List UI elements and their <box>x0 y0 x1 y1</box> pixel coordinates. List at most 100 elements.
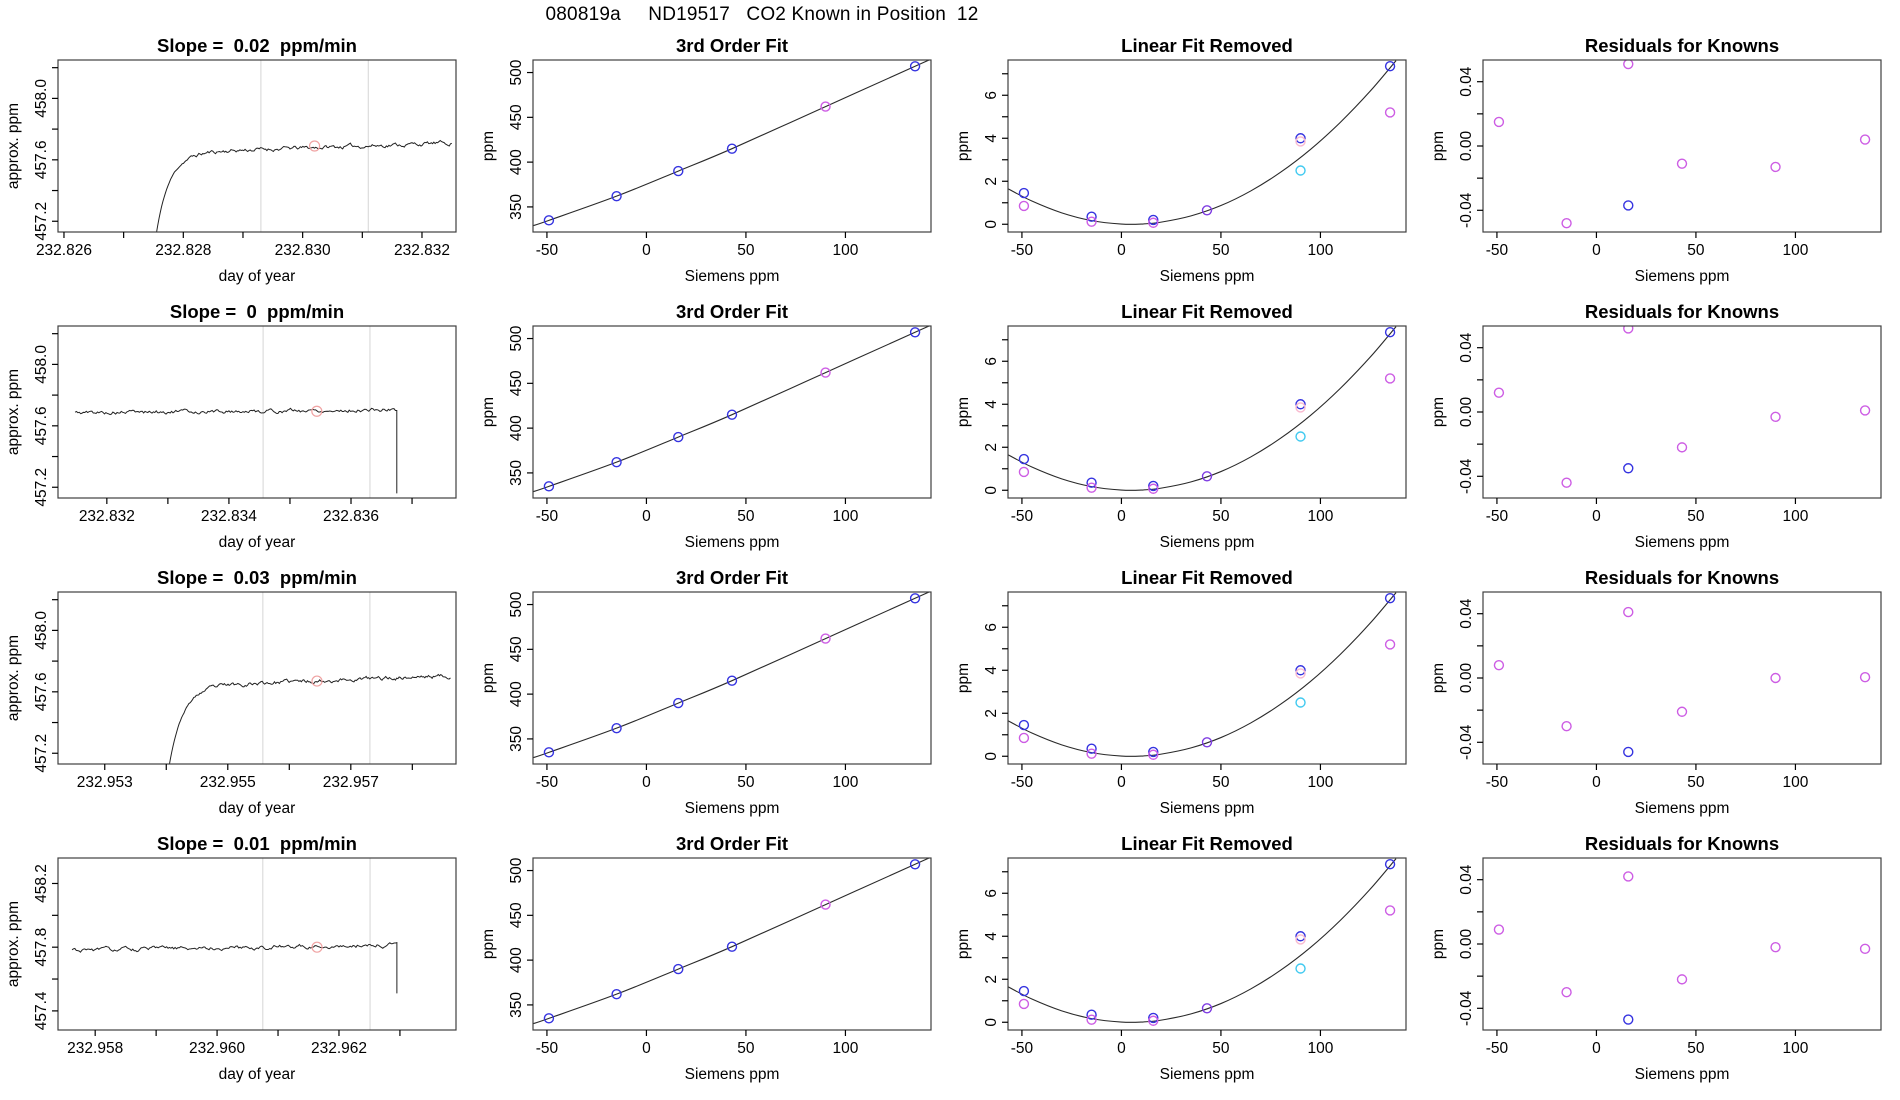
data-point-blue <box>1018 453 1030 465</box>
data-point-pink <box>1295 668 1306 679</box>
x-tick-label: 0 <box>642 1040 651 1057</box>
data-point-magenta <box>1018 200 1030 212</box>
plot-border <box>532 857 932 1031</box>
fit-curve <box>533 326 931 493</box>
y-tick-label: 6 <box>983 357 1000 366</box>
y-tick-label: 450 <box>508 370 525 396</box>
x-tick-label: 50 <box>1212 242 1230 259</box>
y-tick-label: 2 <box>983 975 1000 984</box>
data-point-violet <box>1201 1003 1213 1014</box>
x-tick-label: 232.828 <box>155 242 211 259</box>
y-axis: 0 2 4 6 <box>983 339 1008 495</box>
data-point-blue <box>611 190 622 202</box>
data-point-blue <box>543 1013 555 1024</box>
data-point-blue <box>1086 1009 1097 1020</box>
data-point-magenta <box>1623 326 1634 334</box>
x-axis-title: Siemens ppm <box>1160 800 1255 817</box>
x-tick-label: 232.955 <box>200 774 256 791</box>
x-tick-label: 0 <box>1592 508 1601 525</box>
data-point-blue <box>726 675 738 686</box>
x-axis: 232.953 232.955 232.957 <box>77 764 413 791</box>
y-tick-label: 6 <box>983 91 1000 100</box>
x-axis-title: day of year <box>219 268 296 285</box>
data-point-magenta <box>1623 60 1634 70</box>
x-axis: 232.832 232.834 232.836 <box>79 498 413 525</box>
x-tick-label: 0 <box>1592 242 1601 259</box>
x-tick-label: 50 <box>1687 508 1705 525</box>
data-point-blue <box>673 697 684 709</box>
y-tick-label: 2 <box>983 443 1000 452</box>
x-tick-label: 100 <box>1307 1040 1333 1057</box>
y-axis-title: ppm <box>955 397 972 427</box>
data-point-blue <box>1384 327 1396 338</box>
signal-trace <box>168 673 451 764</box>
y-tick-label: 350 <box>508 726 525 752</box>
data-point-blue <box>1086 477 1097 488</box>
data-point-blue <box>543 481 555 492</box>
plot-content <box>1008 592 1397 760</box>
fit-curve <box>533 592 931 759</box>
y-tick-label: 0 <box>983 1018 1000 1027</box>
y-tick-label: 350 <box>508 460 525 486</box>
x-tick-label: 50 <box>1212 774 1230 791</box>
data-point-blue <box>1623 746 1634 758</box>
fit-curve <box>533 858 931 1025</box>
current-sample-marker <box>308 140 321 152</box>
data-point-blue <box>1018 985 1030 997</box>
plot-content <box>156 139 452 232</box>
x-tick-label: -50 <box>536 242 559 259</box>
subplot-title: Slope = 0 ppm/min <box>170 301 344 322</box>
x-tick-label: -50 <box>1486 774 1509 791</box>
y-tick-label: -0.04 <box>1458 990 1475 1026</box>
x-tick-label: 232.958 <box>67 1040 123 1057</box>
current-sample-marker <box>311 675 323 687</box>
data-point-magenta <box>1493 387 1505 398</box>
plot-border <box>532 325 932 499</box>
data-point-magenta <box>1493 116 1505 128</box>
x-tick-label: 100 <box>1307 774 1333 791</box>
y-axis-title: approx. ppm <box>5 635 22 721</box>
data-point-magenta <box>1859 134 1871 145</box>
x-axis: -50 0 50 100 <box>1486 764 1809 791</box>
data-point-magenta <box>820 633 831 644</box>
data-point-magenta <box>1770 161 1781 173</box>
plot-content <box>168 673 451 764</box>
subplot-r3c2: -50 0 50 100 350 400 450 500 Siemens ppm ppm 3rd O… <box>480 567 932 817</box>
data-point-magenta <box>1676 442 1688 453</box>
data-point-pink <box>1295 934 1306 945</box>
subplot-r1c4: -50 0 50 100 -0.04 0.00 0.04 Siemens ppm ppm Resi… <box>1430 35 1882 285</box>
data-point-magenta <box>1676 158 1688 169</box>
plot-border <box>1482 59 1882 233</box>
plot-border <box>57 325 457 499</box>
x-axis: -50 0 50 100 <box>1011 498 1334 525</box>
data-point-magenta <box>1561 217 1572 229</box>
y-tick-label: 0.00 <box>1458 663 1475 694</box>
fit-curve <box>1008 60 1397 225</box>
subplot-title: Residuals for Knowns <box>1585 833 1779 854</box>
y-tick-label: 500 <box>508 591 525 617</box>
y-tick-label: 500 <box>508 59 525 85</box>
y-tick-label: 457.2 <box>33 468 50 507</box>
data-point-blue <box>543 215 555 226</box>
plot-content <box>1493 326 1871 488</box>
signal-trace <box>156 139 452 232</box>
data-point-cyan <box>1295 165 1306 176</box>
x-tick-label: 232.826 <box>36 242 92 259</box>
x-tick-label: 100 <box>1782 242 1808 259</box>
data-point-magenta <box>1018 466 1030 478</box>
y-axis-title: ppm <box>480 397 497 427</box>
subplot-r3c3: -50 0 50 100 0 2 4 6 Siemens ppm ppm Linear Fit Re… <box>955 567 1407 817</box>
y-axis-title: ppm <box>480 131 497 161</box>
data-point-blue <box>1148 746 1159 758</box>
x-tick-label: 100 <box>1307 508 1333 525</box>
data-point-blue <box>611 722 622 734</box>
plot-content <box>533 60 931 227</box>
data-point-blue <box>1384 859 1396 870</box>
y-axis-title: ppm <box>480 929 497 959</box>
x-tick-label: -50 <box>536 1040 559 1057</box>
data-point-blue <box>726 409 738 420</box>
data-point-magenta <box>1384 905 1396 916</box>
data-point-blue <box>1623 1014 1634 1025</box>
y-tick-label: 0.00 <box>1458 397 1475 428</box>
data-point-magenta <box>820 899 831 910</box>
